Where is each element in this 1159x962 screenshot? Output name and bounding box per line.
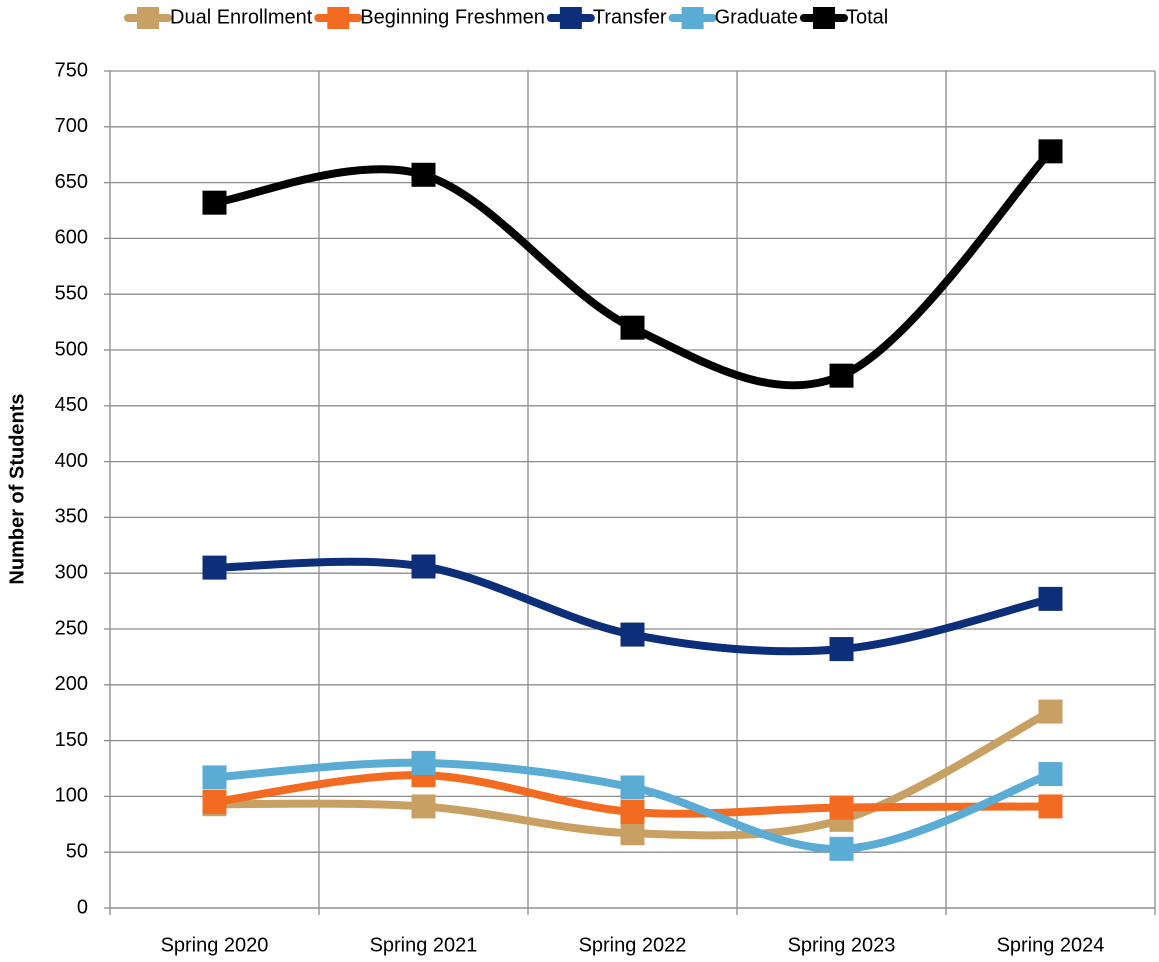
y-tick-label: 250 bbox=[55, 617, 88, 639]
y-tick-label: 450 bbox=[55, 394, 88, 416]
marker bbox=[1038, 762, 1063, 787]
legend-label: Total bbox=[846, 6, 888, 28]
marker bbox=[829, 836, 854, 861]
marker bbox=[829, 637, 854, 662]
x-tick-label: Spring 2024 bbox=[997, 934, 1105, 956]
marker bbox=[202, 555, 227, 580]
y-tick-label: 350 bbox=[55, 506, 88, 528]
y-tick-label: 400 bbox=[55, 450, 88, 472]
y-tick-label: 0 bbox=[77, 896, 88, 918]
legend-label: Beginning Freshmen bbox=[360, 6, 545, 28]
y-tick-label: 200 bbox=[55, 673, 88, 695]
y-tick-label: 750 bbox=[55, 59, 88, 81]
marker bbox=[202, 789, 227, 814]
y-tick-label: 500 bbox=[55, 338, 88, 360]
marker bbox=[829, 363, 854, 388]
marker bbox=[411, 162, 436, 187]
marker bbox=[620, 821, 645, 846]
marker bbox=[411, 794, 436, 819]
y-tick-label: 300 bbox=[55, 561, 88, 583]
x-tick-label: Spring 2023 bbox=[788, 934, 896, 956]
legend-marker bbox=[137, 7, 159, 29]
marker bbox=[1038, 699, 1063, 724]
marker bbox=[829, 795, 854, 820]
y-tick-label: 100 bbox=[55, 785, 88, 807]
marker bbox=[620, 622, 645, 647]
marker bbox=[1038, 794, 1063, 819]
marker bbox=[411, 750, 436, 775]
y-tick-label: 50 bbox=[66, 840, 88, 862]
x-tick-label: Spring 2021 bbox=[370, 934, 478, 956]
legend-label: Transfer bbox=[593, 6, 667, 28]
legend-label: Graduate bbox=[715, 6, 798, 28]
x-tick-label: Spring 2020 bbox=[161, 934, 269, 956]
legend-marker bbox=[327, 7, 350, 29]
legend-marker bbox=[681, 7, 704, 29]
marker bbox=[202, 190, 227, 215]
y-tick-label: 600 bbox=[55, 227, 88, 249]
legend-marker bbox=[559, 7, 582, 29]
marker bbox=[1038, 139, 1063, 164]
x-tick-label: Spring 2022 bbox=[579, 934, 687, 956]
y-tick-label: 550 bbox=[55, 282, 88, 304]
marker bbox=[1038, 586, 1063, 611]
marker bbox=[202, 765, 227, 790]
marker bbox=[620, 800, 645, 825]
marker bbox=[620, 775, 645, 800]
marker bbox=[411, 554, 436, 579]
y-tick-label: 650 bbox=[55, 171, 88, 193]
marker bbox=[620, 315, 645, 340]
y-tick-label: 150 bbox=[55, 729, 88, 751]
y-tick-label: 700 bbox=[55, 115, 88, 137]
y-axis-label: Number of Students bbox=[6, 393, 28, 584]
legend-label: Dual Enrollment bbox=[170, 6, 313, 28]
legend-marker bbox=[812, 7, 835, 29]
